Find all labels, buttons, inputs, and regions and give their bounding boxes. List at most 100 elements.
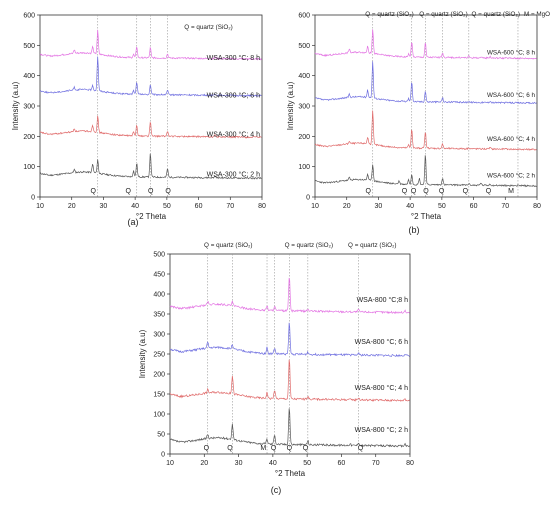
y-tick-label: 200 bbox=[23, 134, 35, 141]
series-line bbox=[314, 29, 537, 60]
x-axis-label: °2 Theta bbox=[411, 212, 442, 221]
y-tick-label: 450 bbox=[153, 272, 165, 279]
y-axis-label: Intensity (a.u) bbox=[138, 329, 147, 378]
series-line bbox=[169, 322, 410, 358]
legend-note: Q = quartz (SiO₂) bbox=[365, 11, 413, 18]
series-label: WSA-800 °C;8 h bbox=[357, 296, 409, 304]
x-tick-label: 70 bbox=[226, 203, 234, 210]
y-tick-label: 100 bbox=[298, 164, 310, 171]
series-line bbox=[39, 153, 262, 180]
y-tick-label: 0 bbox=[161, 452, 165, 459]
x-tick-label: 50 bbox=[163, 203, 171, 210]
legend-note: Q = quartz (SiO₂) bbox=[472, 11, 520, 18]
peak-marker-label: Q bbox=[125, 188, 131, 195]
series-label: WSA-800 °C; 4 h bbox=[355, 384, 408, 392]
y-tick-label: 250 bbox=[153, 352, 165, 359]
y-tick-label: 400 bbox=[298, 73, 310, 80]
y-tick-label: 600 bbox=[23, 13, 35, 20]
peak-marker-label: Q bbox=[148, 188, 154, 195]
peak-marker-label: Q bbox=[423, 188, 429, 195]
x-tick-label: 80 bbox=[406, 460, 414, 467]
x-tick-label: 60 bbox=[470, 203, 478, 210]
peak-marker-label: Q bbox=[439, 188, 445, 195]
x-tick-label: 10 bbox=[166, 460, 174, 467]
y-tick-label: 600 bbox=[298, 13, 310, 20]
y-tick-label: 50 bbox=[157, 432, 165, 439]
x-tick-label: 80 bbox=[258, 203, 266, 210]
y-tick-label: 200 bbox=[153, 372, 165, 379]
peak-marker-label: Q bbox=[358, 445, 364, 452]
series-label: WSA-800 °C; 2 h bbox=[355, 426, 408, 434]
y-tick-label: 300 bbox=[153, 332, 165, 339]
legend-note: Q = quartz (SiO₂) bbox=[204, 242, 252, 249]
panel-label: (a) bbox=[128, 217, 139, 227]
peak-marker-label: Q bbox=[303, 445, 309, 452]
y-axis-label: Intensity (a.u) bbox=[286, 81, 295, 130]
series-label: WSA-600 °C; 8 h bbox=[487, 48, 536, 56]
series-line bbox=[39, 115, 262, 139]
series-label: WSA-600 °C; 6 h bbox=[487, 91, 536, 99]
series-label: WSA-300 °C; 4 h bbox=[207, 130, 260, 138]
y-tick-label: 350 bbox=[153, 312, 165, 319]
peak-marker-label: M bbox=[260, 445, 266, 452]
y-tick-label: 0 bbox=[306, 195, 310, 202]
series-line bbox=[314, 61, 537, 105]
x-tick-label: 30 bbox=[235, 460, 243, 467]
x-tick-label: 40 bbox=[269, 460, 277, 467]
series-label: WSA-600 °C; 4 h bbox=[487, 135, 536, 143]
series-line bbox=[169, 408, 410, 448]
x-tick-label: 50 bbox=[303, 460, 311, 467]
x-tick-label: 30 bbox=[375, 203, 383, 210]
panel-label: (c) bbox=[271, 485, 282, 495]
legend-note: M = MgO bbox=[524, 11, 550, 18]
legend-note: Q = quartz (SiO₂) bbox=[184, 24, 232, 31]
series-label: WSA-300 °C; 8 h bbox=[207, 54, 260, 62]
y-tick-label: 400 bbox=[153, 292, 165, 299]
x-tick-label: 60 bbox=[195, 203, 203, 210]
y-tick-label: 150 bbox=[153, 392, 165, 399]
y-axis-label: Intensity (a.u) bbox=[11, 81, 20, 130]
y-tick-label: 500 bbox=[23, 43, 35, 50]
y-tick-label: 200 bbox=[298, 134, 310, 141]
peak-marker-label: Q bbox=[486, 188, 492, 195]
x-tick-label: 80 bbox=[533, 203, 541, 210]
peak-marker-label: Q bbox=[271, 445, 277, 452]
x-axis-label: °2 Theta bbox=[136, 212, 167, 221]
chart-panel-2: 10 20 30 40 50 60 70 80 0 100 200 300 400 500 600 °2 Th… bbox=[286, 11, 550, 235]
series-label: WSA-600 °C; 2 h bbox=[487, 171, 536, 179]
y-tick-label: 100 bbox=[23, 164, 35, 171]
panel-label: (b) bbox=[409, 225, 420, 235]
x-tick-label: 20 bbox=[343, 203, 351, 210]
x-tick-label: 30 bbox=[100, 203, 108, 210]
series-line bbox=[169, 277, 410, 315]
series-label: WSA-800 °C; 6 h bbox=[355, 338, 408, 346]
legend-note: Q = quartz (SiO₂) bbox=[419, 11, 467, 18]
y-tick-label: 300 bbox=[23, 104, 35, 111]
series-line bbox=[39, 29, 262, 61]
x-tick-label: 40 bbox=[406, 203, 414, 210]
peak-marker-label: Q bbox=[366, 188, 372, 195]
peak-marker-label: Q bbox=[227, 445, 233, 452]
peak-marker-label: Q bbox=[287, 445, 293, 452]
x-tick-label: 70 bbox=[372, 460, 380, 467]
x-tick-label: 50 bbox=[438, 203, 446, 210]
x-axis-label: °2 Theta bbox=[275, 469, 306, 478]
y-tick-label: 500 bbox=[153, 252, 165, 259]
series-line bbox=[39, 56, 262, 98]
y-tick-label: 0 bbox=[31, 195, 35, 202]
x-tick-label: 60 bbox=[338, 460, 346, 467]
chart-panel-1: 10 20 30 40 50 60 70 80 0 100 200 300 400 500 600 °2 Th… bbox=[11, 13, 266, 228]
peak-marker-label: Q bbox=[91, 188, 97, 195]
legend-note: Q = quartz (SiO₂) bbox=[285, 242, 333, 249]
series-line bbox=[314, 155, 537, 188]
series-label: WSA-300 °C; 6 h bbox=[207, 92, 260, 100]
peak-marker-label: Q bbox=[204, 445, 210, 452]
peak-marker-label: Q bbox=[463, 188, 469, 195]
legend-note: Q = quartz (SiO₂) bbox=[348, 242, 396, 249]
y-tick-label: 100 bbox=[153, 412, 165, 419]
chart-panel-3: 10 20 30 40 50 60 70 80 0 50 100 150 200 250 300 350 400… bbox=[138, 242, 414, 495]
x-tick-label: 10 bbox=[311, 203, 319, 210]
peak-marker-label: Q bbox=[165, 188, 171, 195]
x-tick-label: 40 bbox=[131, 203, 139, 210]
